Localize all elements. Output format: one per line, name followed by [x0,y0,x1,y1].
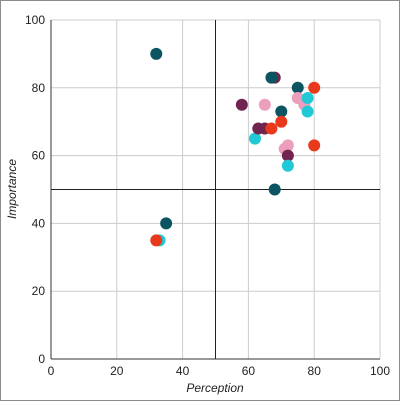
data-points [150,47,321,247]
y-tick-labels: 0 20 40 60 80 100 [25,13,45,366]
data-point [268,183,281,196]
x-tick-label: 80 [308,364,322,378]
data-point [265,122,278,135]
data-point [235,98,248,111]
y-tick-label: 20 [32,284,46,298]
x-axis-title: Perception [186,381,244,395]
data-point [281,159,294,172]
axes [50,20,380,360]
x-tick-label: 0 [48,364,55,378]
data-point [160,217,173,230]
x-tick-label: 60 [242,364,256,378]
data-point [150,234,163,247]
y-tick-label: 40 [32,216,46,230]
x-tick-label: 100 [370,364,390,378]
data-point [275,105,288,118]
y-tick-label: 60 [32,149,46,163]
x-tick-label: 40 [176,364,190,378]
data-point [301,105,314,118]
y-tick-label: 100 [25,13,45,27]
x-tick-labels: 0 20 40 60 80 100 [48,364,391,378]
reference-lines [51,20,380,359]
data-point [281,149,294,162]
data-point [275,115,288,128]
x-tick-label: 20 [110,364,124,378]
data-point [258,98,271,111]
data-point [308,139,321,152]
data-point [308,81,321,94]
y-tick-label: 80 [32,81,46,95]
data-point [301,91,314,104]
y-axis-title: Importance [5,159,19,219]
data-point [248,132,261,145]
data-point [265,71,278,84]
data-point [291,81,304,94]
data-point [281,139,294,152]
y-tick-label: 0 [38,352,45,366]
data-point [150,47,163,60]
